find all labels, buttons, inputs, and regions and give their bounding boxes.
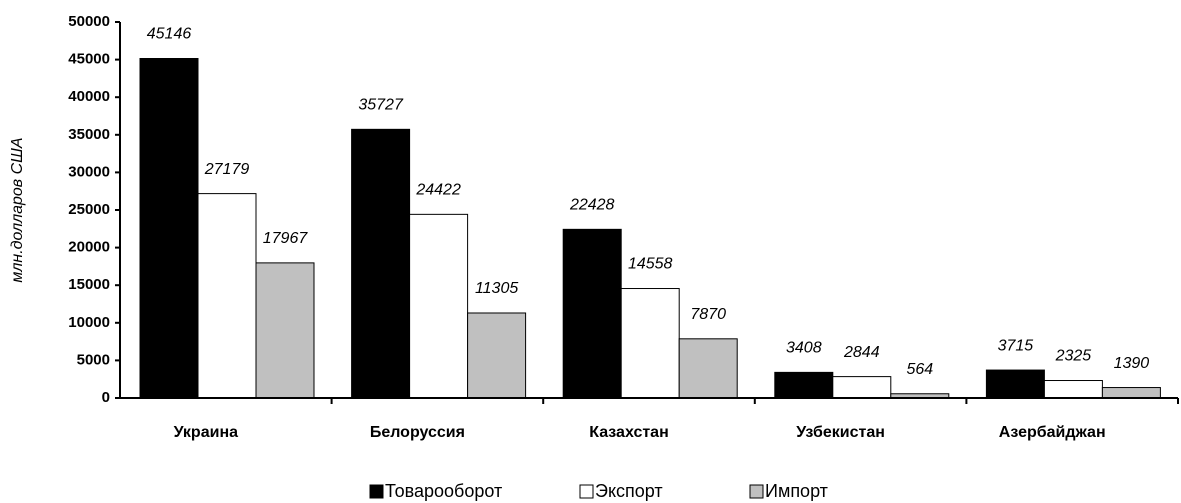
y-tick-label: 25000 xyxy=(68,201,110,218)
y-tick-label: 5000 xyxy=(77,351,110,368)
value-label: 22428 xyxy=(569,197,615,214)
value-label: 564 xyxy=(906,361,933,378)
bar xyxy=(832,376,892,399)
bar xyxy=(1043,380,1103,399)
y-tick-label: 30000 xyxy=(68,163,110,180)
value-label: 35727 xyxy=(358,97,404,114)
value-label: 45146 xyxy=(147,26,192,43)
value-label: 3408 xyxy=(786,340,822,357)
bar xyxy=(467,312,527,399)
y-axis-label: млн.долларов США xyxy=(9,137,26,282)
y-tick-label: 10000 xyxy=(68,314,110,331)
y-tick-label: 35000 xyxy=(68,126,110,143)
bar xyxy=(139,58,199,399)
value-label: 14558 xyxy=(628,256,673,273)
bar xyxy=(1101,387,1161,399)
legend-label: Товарооборот xyxy=(385,481,502,501)
bar xyxy=(409,213,469,399)
value-label: 17967 xyxy=(263,230,309,247)
bar xyxy=(351,128,411,399)
x-tick-label: Узбекистан xyxy=(796,424,885,441)
value-label: 7870 xyxy=(690,306,726,323)
legend-swatch xyxy=(749,484,764,499)
x-tick-label: Украина xyxy=(174,424,239,441)
bar xyxy=(562,228,622,399)
x-tick-label: Азербайджан xyxy=(999,424,1106,441)
value-label: 11305 xyxy=(475,280,518,297)
y-tick-label: 40000 xyxy=(68,88,110,105)
value-label: 2844 xyxy=(843,344,880,361)
y-tick-label: 50000 xyxy=(68,13,110,30)
legend-label: Импорт xyxy=(765,481,828,501)
legend-swatch xyxy=(369,484,384,499)
bar xyxy=(985,369,1045,399)
x-tick-label: Белоруссия xyxy=(370,424,465,441)
value-label: 2325 xyxy=(1055,348,1092,365)
bar xyxy=(620,288,680,399)
y-tick-label: 20000 xyxy=(68,239,110,256)
bar xyxy=(197,193,257,399)
y-tick-label: 15000 xyxy=(68,276,110,293)
bar xyxy=(678,338,738,399)
value-label: 27179 xyxy=(204,161,250,178)
value-label: 24422 xyxy=(415,182,461,199)
y-tick-label: 0 xyxy=(102,389,110,406)
value-label: 3715 xyxy=(998,337,1034,354)
bar xyxy=(774,371,834,399)
legend-label: Экспорт xyxy=(595,481,663,501)
x-tick-label: Казахстан xyxy=(589,424,669,441)
bar xyxy=(255,262,315,399)
value-label: 1390 xyxy=(1114,355,1150,372)
legend-swatch xyxy=(579,484,594,499)
y-tick-label: 45000 xyxy=(68,51,110,68)
